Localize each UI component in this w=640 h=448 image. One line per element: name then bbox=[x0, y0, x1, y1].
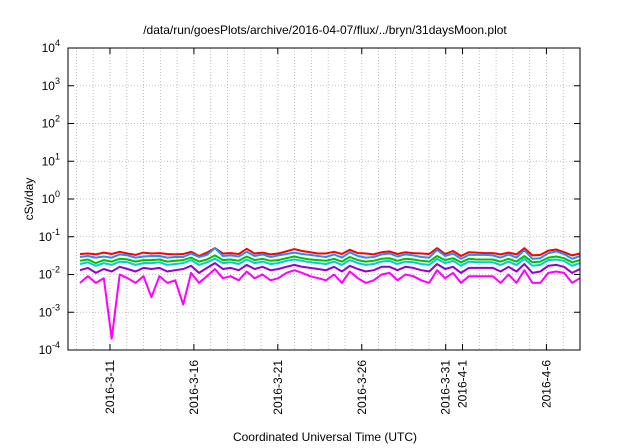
x-tick-label: 2016-3-11 bbox=[103, 360, 117, 414]
series-line-5 bbox=[79, 262, 581, 274]
y-tick-label: 10-1 bbox=[39, 227, 60, 244]
series-line-1 bbox=[79, 247, 581, 257]
x-axis: 2016-3-11 2016-3-16 2016-3-21 2016-3-26 2016… bbox=[103, 48, 553, 415]
chart-title: /data/run/goesPlots/archive/2016-04-07/f… bbox=[143, 23, 507, 37]
y-tick-label: 103 bbox=[42, 76, 60, 93]
x-axis-label: Coordinated Universal Time (UTC) bbox=[233, 430, 417, 444]
y-tick-label: 104 bbox=[42, 38, 60, 55]
x-tick-label: 2016-4-1 bbox=[456, 360, 470, 408]
plot-series bbox=[79, 247, 581, 340]
x-tick-label: 2016-3-21 bbox=[271, 360, 285, 415]
grid bbox=[68, 47, 580, 351]
y-axis: 10-4 10-3 10-2 10-1 100 101 102 103 104 bbox=[39, 38, 580, 357]
y-tick-label: 101 bbox=[42, 151, 60, 168]
y-tick-label: 102 bbox=[42, 114, 60, 131]
x-tick-label: 2016-3-26 bbox=[355, 360, 369, 415]
y-axis-label: cSv/day bbox=[22, 178, 36, 221]
x-tick-label: 2016-3-31 bbox=[439, 360, 453, 415]
series-line-3 bbox=[79, 254, 581, 265]
series-line-4 bbox=[79, 257, 581, 267]
series-line-6 bbox=[79, 268, 581, 340]
y-tick-label: 10-2 bbox=[39, 265, 60, 282]
x-tick-label: 2016-3-16 bbox=[187, 360, 201, 415]
x-tick-label: 2016-4-6 bbox=[539, 360, 553, 408]
y-tick-label: 100 bbox=[42, 189, 60, 206]
y-tick-label: 10-3 bbox=[39, 302, 60, 319]
series-line-2 bbox=[79, 247, 581, 260]
y-tick-label: 10-4 bbox=[39, 340, 60, 357]
